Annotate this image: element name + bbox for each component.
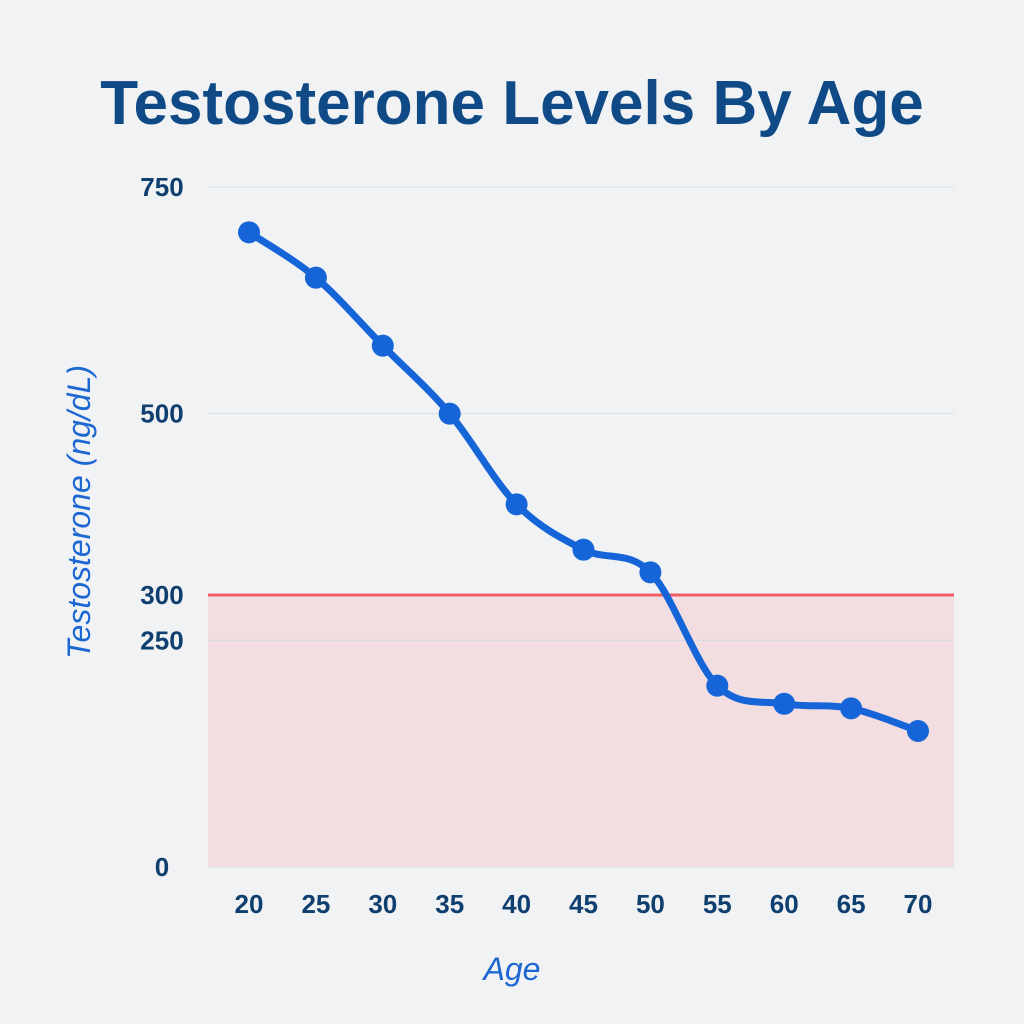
data-point-70	[907, 720, 929, 742]
data-point-25	[304, 266, 327, 289]
x-tick-label-60: 60	[770, 889, 799, 919]
data-point-35	[438, 402, 461, 425]
data-point-55	[706, 674, 729, 697]
y-tick-label-250: 250	[140, 625, 183, 655]
data-point-60	[773, 692, 796, 715]
x-tick-label-45: 45	[569, 889, 598, 919]
x-tick-label-30: 30	[368, 889, 397, 919]
x-tick-label-35: 35	[435, 889, 464, 919]
data-point-45	[572, 538, 595, 561]
data-point-50	[639, 561, 662, 584]
series-layer	[238, 221, 929, 742]
y-axis-ticks: 0 250 300 500 750	[140, 172, 183, 882]
x-tick-label-70: 70	[904, 889, 933, 919]
data-point-40	[505, 493, 528, 516]
y-axis-title: Testosterone (ng/dL)	[61, 365, 97, 659]
y-tick-label-750: 750	[140, 172, 183, 202]
data-point-20	[238, 221, 260, 244]
gridlines	[208, 186, 954, 868]
x-tick-label-25: 25	[301, 889, 330, 919]
data-point-30	[371, 334, 394, 357]
data-point-65	[840, 697, 863, 720]
x-tick-label-55: 55	[703, 889, 732, 919]
y-tick-label-300: 300	[140, 580, 183, 610]
x-tick-label-50: 50	[636, 889, 665, 919]
x-tick-label-20: 20	[235, 889, 264, 919]
x-axis-title: Age	[482, 951, 541, 987]
threshold-zone-layer	[208, 595, 954, 867]
y-tick-label-500: 500	[140, 399, 183, 429]
x-tick-label-40: 40	[502, 889, 531, 919]
threshold-zone	[208, 595, 954, 867]
y-tick-label-0: 0	[155, 852, 169, 882]
x-tick-label-65: 65	[837, 889, 866, 919]
chart-title: Testosterone Levels By Age	[100, 69, 924, 138]
x-axis-ticks: 20 25 30 35 40 45 50 55 60 65 70	[235, 889, 933, 919]
